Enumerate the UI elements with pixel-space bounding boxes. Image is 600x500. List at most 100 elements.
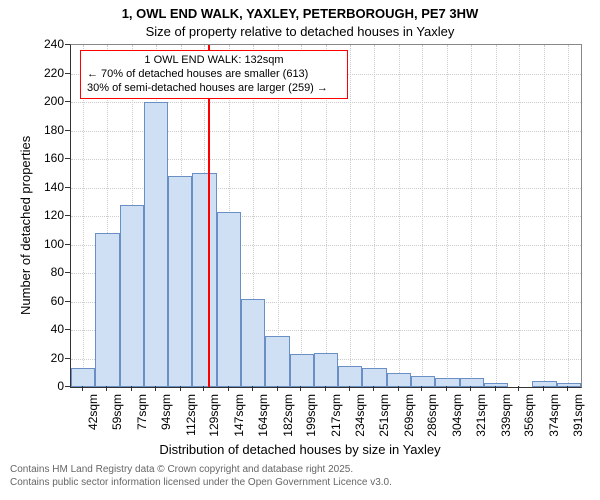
y-tick	[65, 329, 70, 330]
y-tick	[65, 101, 70, 102]
x-tick	[349, 386, 350, 391]
x-tick-label: 129sqm	[207, 394, 221, 437]
gridline-v	[422, 45, 423, 387]
x-tick-label: 217sqm	[329, 394, 343, 437]
x-tick	[277, 386, 278, 391]
x-tick-label: 286sqm	[425, 394, 439, 437]
x-tick-label: 164sqm	[256, 394, 270, 437]
y-tick-label: 200	[36, 94, 64, 108]
x-tick-label: 339sqm	[499, 394, 513, 437]
chart-container: 1, OWL END WALK, YAXLEY, PETERBOROUGH, P…	[0, 0, 600, 500]
x-tick-label: 147sqm	[232, 394, 246, 437]
gridline-v	[544, 45, 545, 387]
annotation-line3: 30% of semi-detached houses are larger (…	[87, 82, 341, 96]
x-tick	[228, 386, 229, 391]
histogram-bar	[435, 378, 459, 387]
x-tick-label: 59sqm	[110, 394, 124, 430]
x-tick-label: 234sqm	[353, 394, 367, 437]
gridline-v	[471, 45, 472, 387]
gridline-v	[568, 45, 569, 387]
x-tick-label: 112sqm	[184, 394, 198, 436]
x-tick	[543, 386, 544, 391]
y-tick	[65, 301, 70, 302]
y-tick	[65, 187, 70, 188]
x-axis-label: Distribution of detached houses by size …	[0, 442, 600, 457]
y-tick-label: 0	[36, 379, 64, 393]
x-tick-label: 321sqm	[474, 394, 488, 437]
x-tick-label: 251sqm	[377, 394, 391, 437]
gridline-v	[399, 45, 400, 387]
gridline-v	[447, 45, 448, 387]
histogram-bar	[241, 299, 265, 387]
x-tick	[398, 386, 399, 391]
histogram-bar	[387, 373, 411, 387]
y-axis-label: Number of detached properties	[18, 136, 33, 315]
y-tick-label: 60	[36, 294, 64, 308]
gridline-v	[374, 45, 375, 387]
histogram-bar	[532, 381, 556, 387]
x-tick-label: 374sqm	[547, 394, 561, 437]
histogram-bar	[265, 336, 289, 387]
footer-line2: Contains public sector information licen…	[10, 477, 392, 490]
histogram-bar	[460, 378, 484, 387]
y-tick-label: 180	[36, 123, 64, 137]
x-tick	[567, 386, 568, 391]
histogram-bar	[217, 212, 241, 387]
histogram-bar	[362, 368, 386, 387]
x-tick	[252, 386, 253, 391]
y-tick	[65, 244, 70, 245]
x-tick-label: 356sqm	[522, 394, 536, 437]
y-tick	[65, 215, 70, 216]
histogram-bar	[168, 176, 192, 387]
x-tick	[106, 386, 107, 391]
x-tick-label: 182sqm	[281, 394, 295, 437]
x-tick	[325, 386, 326, 391]
annotation-box: 1 OWL END WALK: 132sqm ← 70% of detached…	[80, 50, 348, 99]
y-tick	[65, 358, 70, 359]
y-tick	[65, 272, 70, 273]
histogram-bar	[95, 233, 119, 387]
histogram-bar	[411, 376, 435, 387]
annotation-line2: ← 70% of detached houses are smaller (61…	[87, 68, 341, 82]
chart-title-line1: 1, OWL END WALK, YAXLEY, PETERBOROUGH, P…	[0, 6, 600, 21]
chart-title-line2: Size of property relative to detached ho…	[0, 24, 600, 39]
histogram-bar	[314, 353, 338, 387]
y-tick-label: 220	[36, 66, 64, 80]
y-tick-label: 120	[36, 208, 64, 222]
x-tick-label: 304sqm	[450, 394, 464, 437]
y-tick-label: 100	[36, 237, 64, 251]
histogram-bar	[484, 383, 508, 387]
histogram-bar	[144, 102, 168, 387]
x-tick-label: 42sqm	[86, 394, 100, 430]
x-tick	[421, 386, 422, 391]
x-tick-label: 199sqm	[304, 394, 318, 437]
x-tick	[180, 386, 181, 391]
x-tick-label: 77sqm	[135, 394, 149, 430]
y-tick-label: 140	[36, 180, 64, 194]
histogram-bar	[192, 173, 216, 387]
y-tick-label: 80	[36, 265, 64, 279]
x-tick-label: 94sqm	[159, 394, 173, 430]
footer-line1: Contains HM Land Registry data © Crown c…	[10, 464, 392, 477]
gridline-v	[519, 45, 520, 387]
gridline-v	[350, 45, 351, 387]
histogram-bar	[338, 366, 362, 387]
histogram-bar	[557, 383, 581, 387]
x-tick	[155, 386, 156, 391]
x-tick	[446, 386, 447, 391]
x-tick	[518, 386, 519, 391]
gridline-v	[496, 45, 497, 387]
footer-credits: Contains HM Land Registry data © Crown c…	[10, 464, 392, 489]
y-tick-label: 20	[36, 351, 64, 365]
y-tick	[65, 44, 70, 45]
x-tick	[82, 386, 83, 391]
x-tick-label: 391sqm	[571, 394, 585, 437]
y-tick	[65, 130, 70, 131]
x-tick	[470, 386, 471, 391]
x-tick	[373, 386, 374, 391]
x-tick	[495, 386, 496, 391]
y-tick	[65, 386, 70, 387]
x-tick	[131, 386, 132, 391]
x-tick	[203, 386, 204, 391]
histogram-bar	[290, 354, 314, 387]
